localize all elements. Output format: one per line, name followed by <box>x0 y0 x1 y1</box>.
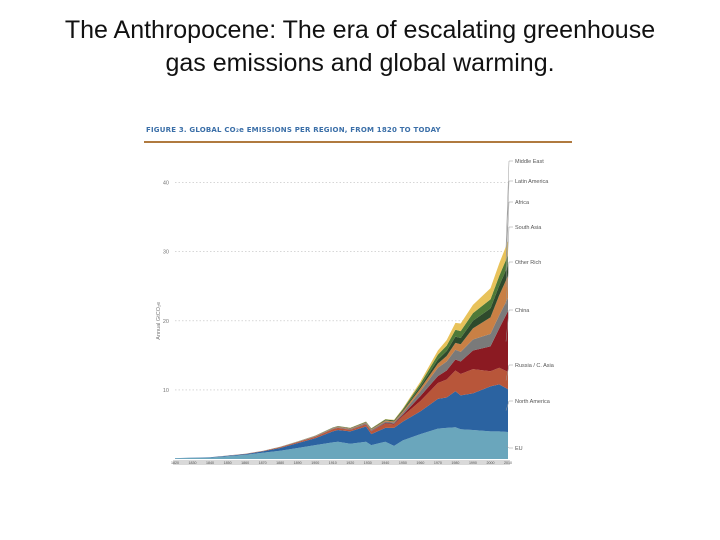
legend-label: Other Rich <box>515 260 541 266</box>
chart-title: FIGURE 3. GLOBAL CO₂e EMISSIONS PER REGI… <box>146 126 441 134</box>
x-tick-label: 1840 <box>206 461 214 465</box>
legend-label: North America <box>515 399 551 405</box>
x-tick-label: 1850 <box>224 461 232 465</box>
y-tick-label: 30 <box>163 250 169 256</box>
x-tick-label: 1820 <box>171 461 179 465</box>
x-tick-label: 1830 <box>189 461 197 465</box>
slide-title-line1: The Anthropocene: The era of escalating … <box>64 16 656 44</box>
leader-line <box>505 226 513 287</box>
x-tick-label: 1970 <box>434 461 442 465</box>
x-tick-label: 1980 <box>451 461 459 465</box>
legend-label: EU <box>515 446 523 452</box>
y-axis-label: Annual GtCO₂e <box>156 302 162 340</box>
x-tick-label: 1990 <box>469 461 477 465</box>
y-tick-label: 40 <box>163 181 169 187</box>
area-eu <box>175 427 508 459</box>
x-tick-label: 1890 <box>294 461 302 465</box>
slide-title-line2: gas emissions and global warming. <box>165 49 555 77</box>
area-north-america <box>175 384 508 459</box>
x-axis-bar <box>173 460 510 465</box>
leader-line <box>505 261 513 305</box>
leader-line <box>505 400 513 411</box>
legend-label: China <box>515 308 530 314</box>
chart-title-rule <box>144 141 572 143</box>
leader-line <box>505 201 513 271</box>
legend-label: Africa <box>515 200 530 206</box>
leader-line <box>505 180 513 261</box>
area-middle-east <box>175 241 508 459</box>
x-tick-label: 1860 <box>241 461 249 465</box>
legend-label: South Asia <box>515 225 542 231</box>
x-tick-label: 1920 <box>346 461 354 465</box>
x-tick-label: 1930 <box>364 461 372 465</box>
area-russia-c-asia <box>175 367 508 459</box>
x-tick-label: 1880 <box>276 461 284 465</box>
x-tick-label: 1950 <box>399 461 407 465</box>
legend-label: Latin America <box>515 179 549 185</box>
slide-title: The Anthropocene: The era of escalating … <box>20 14 700 80</box>
x-tick-label: 2000 <box>486 461 494 465</box>
legend-label: Russia / C. Asia <box>515 363 555 369</box>
legend-label: Middle East <box>515 159 544 165</box>
x-tick-label: 1940 <box>381 461 389 465</box>
x-tick-label: 2010 <box>504 461 512 465</box>
stacked-area-chart: 10 20 30 40 Annual GtCO₂e 1820 1830 1840 1850 186… <box>156 159 555 465</box>
y-tick-label: 10 <box>163 388 169 394</box>
x-tick-label: 1960 <box>416 461 424 465</box>
leader-line <box>505 364 513 381</box>
x-tick-label: 1900 <box>311 461 319 465</box>
y-tick-label: 20 <box>163 319 169 325</box>
leader-line <box>505 309 513 342</box>
leader-line <box>505 160 513 249</box>
x-tick-label: 1870 <box>259 461 267 465</box>
x-tick-label: 1910 <box>329 461 337 465</box>
leader-line <box>505 445 513 449</box>
